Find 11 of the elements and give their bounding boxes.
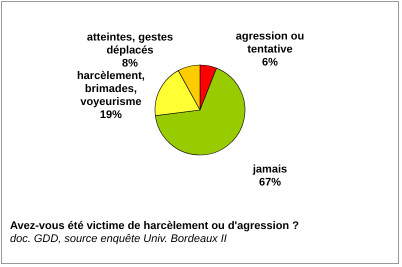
slice-label: jamais <box>252 163 288 176</box>
data-label: 6% <box>262 56 278 68</box>
data-label: 67% <box>258 176 282 188</box>
data-label: 8% <box>122 57 138 70</box>
text: doc. GDD, source enquête Univ. Bordeaux II <box>10 233 227 245</box>
slice-label: atteintes, gestes déplacés <box>86 31 174 56</box>
slice-label: harcèlement, brimades, voyeurisme <box>76 70 145 108</box>
pie-slice <box>155 68 246 156</box>
slice-label: agression ou tentative <box>236 30 304 56</box>
text: Avez-vous été victime de harcèlement ou d'agression ? <box>10 220 300 232</box>
data-label: 19% <box>100 108 122 121</box>
